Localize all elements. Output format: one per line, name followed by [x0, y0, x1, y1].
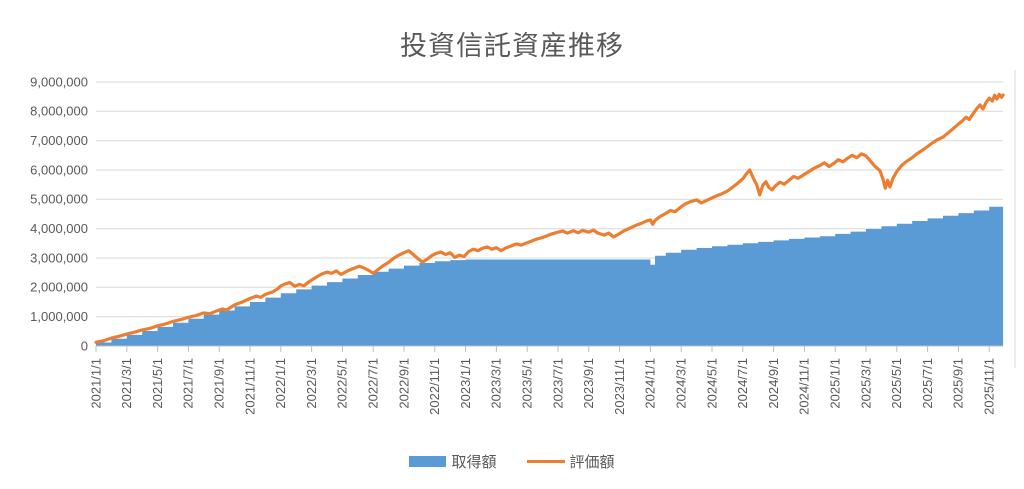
x-axis-label: 2025/1/1	[827, 358, 842, 409]
y-axis-label: 7,000,000	[30, 133, 88, 148]
x-axis-label: 2022/9/1	[396, 358, 411, 409]
x-axis-label: 2025/5/1	[889, 358, 904, 409]
x-axis-label: 2021/5/1	[150, 358, 165, 409]
x-axis-label: 2024/3/1	[673, 358, 688, 409]
x-axis-label: 2024/9/1	[766, 358, 781, 409]
legend-label-acquisition: 取得額	[451, 454, 497, 471]
y-axis-label: 0	[81, 338, 88, 353]
valuation-line-series	[94, 92, 1005, 344]
legend-label-valuation: 評価額	[569, 454, 615, 471]
x-axis-label: 2021/3/1	[119, 358, 134, 409]
x-axis-label: 2021/7/1	[181, 358, 196, 409]
x-axis-label: 2022/7/1	[365, 358, 380, 409]
x-axis-label: 2022/5/1	[335, 358, 350, 409]
y-axis-label: 1,000,000	[30, 309, 88, 324]
x-axis-label: 2024/7/1	[735, 358, 750, 409]
acquisition-area-swatch-icon	[409, 456, 447, 467]
legend: 取得額 評価額	[0, 451, 1024, 472]
y-axis-label: 3,000,000	[30, 250, 88, 265]
valuation-line-swatch-icon	[526, 460, 565, 463]
x-axis-label: 2021/1/1	[88, 358, 103, 409]
x-axis-label: 2023/11/1	[612, 358, 627, 415]
x-axis-label: 2023/1/1	[458, 358, 473, 409]
legend-item-acquisition: 取得額	[409, 451, 497, 472]
x-axis-label: 2023/5/1	[519, 358, 534, 409]
x-axis-label: 2025/3/1	[858, 358, 873, 409]
y-axis-label: 5,000,000	[30, 192, 88, 207]
x-axis-label: 2025/9/1	[951, 358, 966, 409]
acquisition-area-series	[96, 206, 1004, 346]
x-axis-label: 2023/3/1	[489, 358, 504, 409]
x-axis-label: 2023/7/1	[550, 358, 565, 409]
x-axis-label: 2022/11/1	[427, 358, 442, 415]
x-axis-label: 2025/7/1	[920, 358, 935, 409]
y-axis-label: 4,000,000	[30, 221, 88, 236]
y-axis-label: 9,000,000	[30, 74, 88, 89]
y-axis-label: 6,000,000	[30, 162, 88, 177]
x-axis-label: 2022/1/1	[273, 358, 288, 409]
legend-item-valuation: 評価額	[526, 451, 615, 472]
x-axis-label: 2024/11/1	[797, 358, 812, 415]
x-axis-label: 2023/9/1	[581, 358, 596, 409]
chart-title: 投資信託資産推移	[400, 31, 624, 61]
x-axis-label: 2021/11/1	[242, 358, 257, 415]
y-axis-label: 8,000,000	[30, 104, 88, 119]
y-axis-label: 2,000,000	[30, 280, 88, 295]
x-axis-label: 2025/11/1	[981, 358, 996, 415]
x-axis-label: 2024/5/1	[704, 358, 719, 409]
x-axis-label: 2021/9/1	[211, 358, 226, 409]
x-axis-label: 2024/1/1	[643, 358, 658, 409]
x-axis-label: 2022/3/1	[304, 358, 319, 409]
